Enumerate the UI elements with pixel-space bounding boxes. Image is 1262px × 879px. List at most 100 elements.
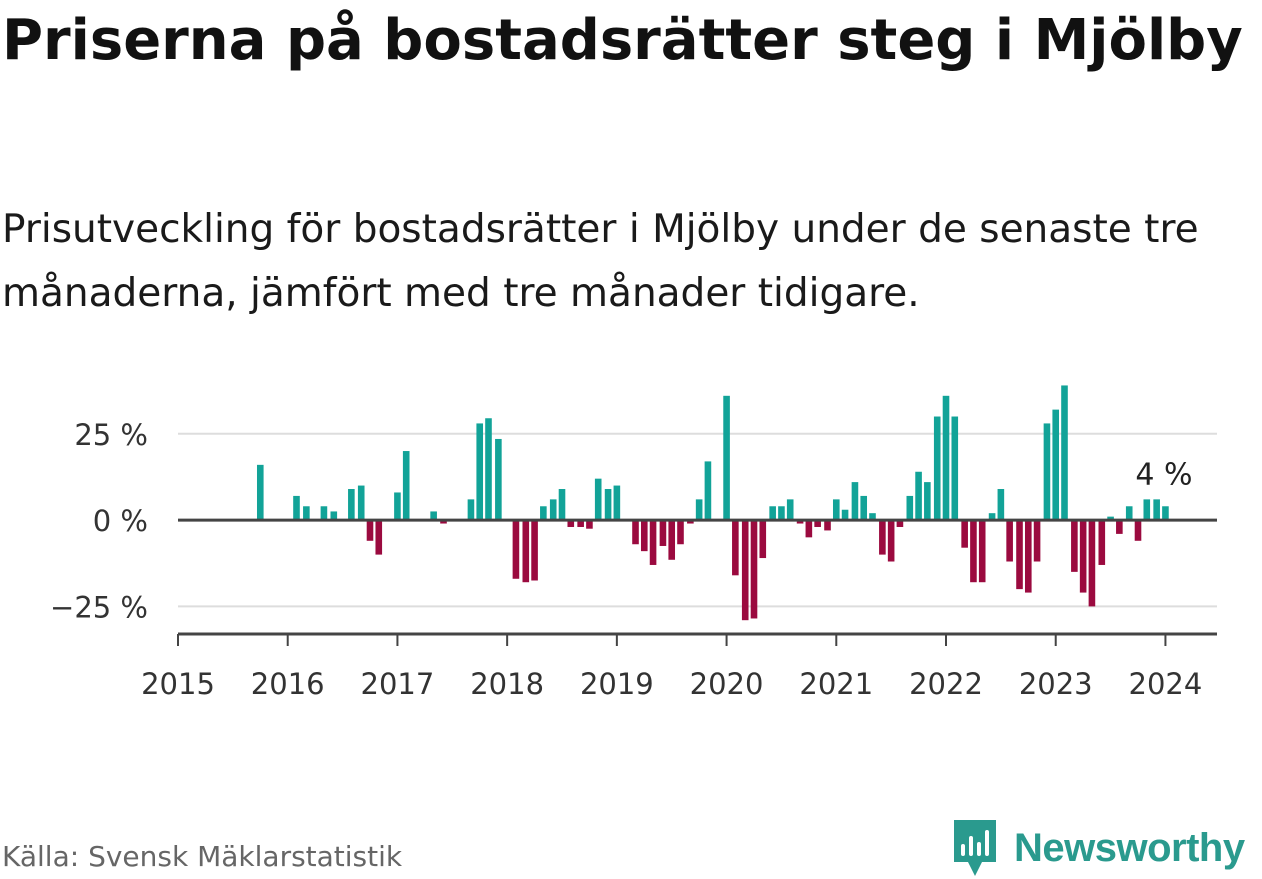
x-tick-label: 2023	[1019, 667, 1093, 700]
bar	[695, 499, 703, 521]
bar	[869, 513, 876, 521]
bar	[1024, 520, 1032, 593]
bar	[723, 395, 730, 521]
bar	[303, 506, 310, 521]
bar	[896, 520, 904, 527]
bar-chart: −25 % 0 % 25 % 2015 2016 2017 2018 2019 2020 202…	[50, 385, 1217, 700]
bar	[741, 520, 749, 621]
bar	[1016, 520, 1023, 590]
bar	[860, 495, 868, 521]
x-tick-label: 2016	[251, 667, 325, 700]
x-tick-label: 2024	[1129, 667, 1203, 700]
bar	[750, 520, 758, 619]
bar	[348, 489, 355, 521]
bar	[512, 520, 520, 579]
bar	[1043, 423, 1051, 521]
newsworthy-logo-icon	[954, 820, 996, 876]
bar	[1071, 520, 1078, 572]
bar	[1088, 520, 1096, 607]
bar	[1098, 520, 1106, 565]
bar	[594, 478, 602, 521]
bar	[375, 520, 383, 555]
bar	[824, 520, 831, 531]
bar	[440, 520, 447, 524]
brand-name: Newsworthy	[1014, 825, 1245, 870]
x-tick-label: 2019	[580, 667, 654, 700]
bar	[759, 520, 767, 559]
bar	[687, 520, 694, 524]
bar	[586, 520, 593, 529]
bar	[256, 464, 264, 521]
bar	[951, 416, 959, 521]
x-tick-label: 2020	[690, 667, 764, 700]
bar	[732, 520, 739, 576]
x-axis-labels: 2015 2016 2017 2018 2019 2020 2021 2022 2023 2024	[141, 634, 1202, 700]
bar	[915, 471, 922, 521]
bar	[668, 520, 676, 560]
bar	[778, 506, 785, 521]
y-axis-labels: −25 % 0 % 25 %	[50, 418, 148, 625]
bar	[632, 520, 639, 545]
bar	[933, 416, 941, 521]
bar	[522, 520, 530, 583]
bar	[577, 520, 584, 527]
bar	[366, 520, 374, 541]
bar	[704, 461, 712, 521]
x-tick-label: 2018	[470, 667, 544, 700]
bar	[832, 499, 840, 521]
bar	[549, 499, 557, 521]
last-value-label: 4 %	[1135, 457, 1192, 492]
bar	[330, 511, 338, 521]
bar	[604, 489, 612, 521]
bar	[649, 520, 657, 565]
chart-title: Priserna på bostadsrätter steg i Mjölby	[2, 8, 1243, 73]
bar	[1052, 409, 1060, 521]
bar	[988, 513, 996, 521]
bar	[814, 520, 821, 527]
bar	[1134, 520, 1142, 541]
bars	[256, 385, 1169, 621]
y-tick-label: −25 %	[50, 590, 148, 624]
bar	[430, 511, 437, 521]
bar	[970, 520, 977, 583]
bar	[567, 520, 575, 527]
bar	[677, 520, 684, 545]
bar	[924, 482, 931, 521]
bar	[357, 485, 365, 521]
bar	[887, 520, 895, 562]
bar	[1006, 520, 1013, 562]
bar	[640, 520, 648, 552]
x-tick-label: 2022	[909, 667, 983, 700]
bar	[320, 506, 328, 521]
y-tick-label: 25 %	[74, 418, 148, 452]
bar	[978, 520, 986, 583]
brand-logo: Newsworthy	[950, 818, 1245, 878]
bar	[613, 485, 621, 521]
x-tick-label: 2021	[799, 667, 873, 700]
bar	[485, 418, 492, 521]
bar	[769, 506, 776, 521]
bar	[1033, 520, 1041, 562]
x-tick-label: 2017	[361, 667, 435, 700]
bar	[1061, 385, 1068, 521]
bar	[942, 395, 950, 521]
chart-subtitle: Prisutveckling för bostadsrätter i Mjölb…	[2, 207, 1199, 316]
bar	[402, 451, 410, 521]
bar	[293, 495, 300, 521]
bar	[796, 520, 804, 524]
bar	[540, 506, 547, 521]
bar	[1079, 520, 1087, 593]
bar	[961, 520, 968, 548]
bar	[1143, 499, 1151, 521]
bar	[906, 495, 914, 521]
bar	[1125, 506, 1133, 521]
bar	[1153, 499, 1160, 521]
bar	[495, 438, 502, 521]
bar	[1116, 520, 1123, 534]
axes	[178, 518, 1217, 636]
bar	[841, 509, 849, 521]
bar	[1162, 506, 1169, 521]
y-tick-label: 0 %	[93, 504, 148, 538]
bar	[476, 423, 484, 521]
bar	[879, 520, 886, 555]
